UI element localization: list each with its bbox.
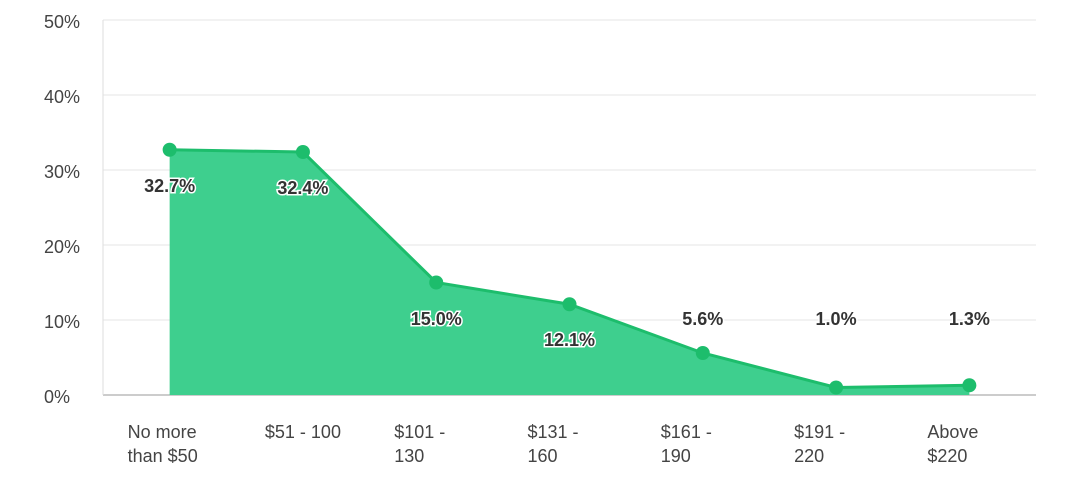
point [962,378,977,393]
area [169,149,970,395]
x-tick-label: $191 - 220 [794,420,878,468]
x-tick-label: $51 - 100 [261,420,345,444]
y-tick-label: 20% [44,237,80,257]
y-tick-label: 30% [44,162,80,182]
x-tick-label: Above $220 [927,420,1011,468]
point [562,297,577,312]
point [162,142,177,157]
value-label: 5.6% [682,309,723,329]
point [295,145,310,159]
value-label: 1.3% [949,309,990,329]
y-tick-label: 50% [44,12,80,32]
x-tick-label: No more than $50 [128,420,212,468]
x-tick-text: $101 - 130 [394,422,446,466]
value-label: 32.4% [277,178,328,198]
x-tick-text: Above $220 [927,422,979,466]
x-tick-text: $161 - 190 [660,422,712,466]
x-tick-text: $131 - 160 [527,422,579,466]
point [829,380,844,395]
y-tick-label: 0% [44,387,70,407]
point [429,275,444,290]
x-tick-text: $51 - 100 [264,422,341,442]
x-tick-label: $101 - 130 [394,420,478,468]
y-tick-label: 40% [44,87,80,107]
value-label: 1.0% [816,309,857,329]
x-tick-label: $131 - 160 [528,420,612,468]
y-tick-label: 10% [44,312,80,332]
value-label: 32.7% [144,176,195,196]
x-tick-text: $191 - 220 [794,422,846,466]
x-tick-label: $161 - 190 [661,420,745,468]
point [695,346,710,360]
value-label: 15.0% [411,309,462,329]
x-tick-text: No more than $50 [127,422,198,466]
value-label: 12.1% [544,330,595,350]
